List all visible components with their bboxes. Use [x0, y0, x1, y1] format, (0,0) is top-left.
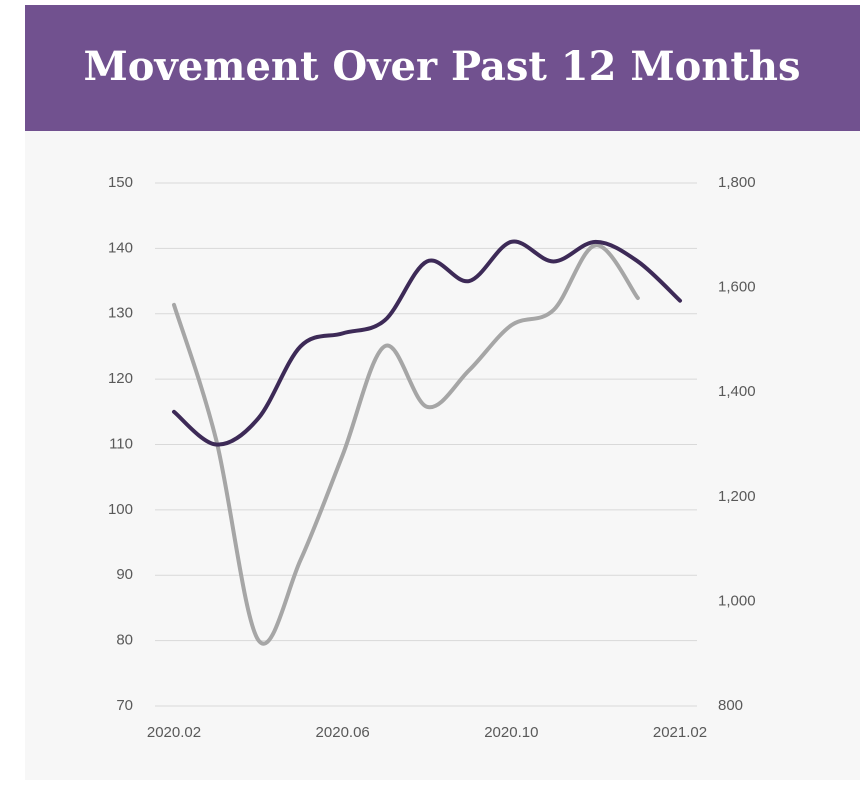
title-banner	[25, 5, 860, 131]
y-tick-label: 120	[108, 370, 133, 387]
y-tick-label: 80	[116, 632, 133, 649]
y-tick-label: 130	[108, 305, 133, 322]
x-tick-label: 2021.02	[653, 724, 707, 741]
x-tick-label: 2020.06	[316, 724, 370, 741]
line-series	[172, 243, 640, 646]
y2-tick-label: 1,800	[718, 174, 756, 191]
y-tick-label: 100	[108, 501, 133, 518]
plot-background	[25, 131, 860, 780]
x-tick-label: 2020.02	[147, 724, 201, 741]
y-tick-label: 140	[108, 239, 133, 256]
y-tick-label: 150	[108, 174, 133, 191]
chart-title: Movement Over Past 12 Months	[84, 43, 801, 90]
y-tick-label: 110	[109, 435, 133, 452]
y2-tick-label: 1,600	[718, 279, 756, 296]
y2-tick-label: 800	[718, 697, 743, 714]
y2-tick-label: 1,000	[718, 592, 756, 609]
y-tick-label: 70	[116, 697, 133, 714]
y2-tick-label: 1,400	[718, 383, 756, 400]
line-series	[172, 239, 682, 447]
y2-tick-label: 1,200	[718, 488, 756, 505]
y-tick-label: 90	[116, 566, 133, 583]
x-tick-label: 2020.10	[484, 724, 538, 741]
